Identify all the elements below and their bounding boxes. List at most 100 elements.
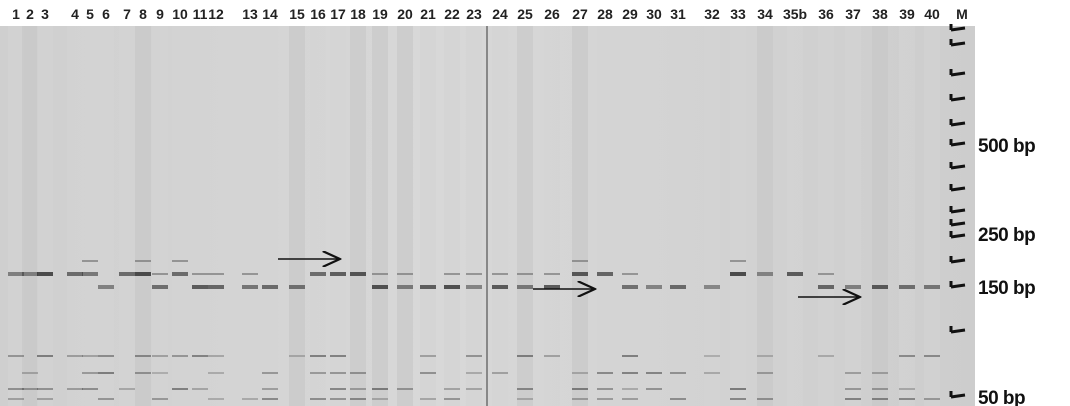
- lane-label: 29: [622, 6, 638, 22]
- band: [372, 388, 388, 390]
- band: [466, 285, 482, 289]
- lane: [82, 26, 98, 406]
- marker-label: 50 bp: [978, 388, 1025, 406]
- band: [135, 272, 151, 276]
- band: [172, 272, 188, 276]
- band: [572, 272, 588, 276]
- band: [82, 272, 98, 276]
- band: [845, 372, 861, 374]
- marker-label: 500 bp: [978, 136, 1035, 157]
- band: [397, 285, 413, 289]
- band: [492, 273, 508, 275]
- band: [872, 372, 888, 374]
- lane: [135, 26, 151, 406]
- lane-label: 13: [242, 6, 258, 22]
- lane-label: 14: [262, 6, 278, 22]
- lane-label: 21: [420, 6, 436, 22]
- band: [924, 398, 940, 400]
- lane: [208, 26, 224, 406]
- band: [492, 372, 508, 374]
- band: [135, 355, 151, 357]
- lane-label: 2: [26, 6, 34, 22]
- band: [82, 355, 98, 357]
- lane-label: 7: [123, 6, 131, 22]
- band: [208, 398, 224, 400]
- band: [372, 273, 388, 275]
- lane: [67, 26, 83, 406]
- lane-label: 27: [572, 6, 588, 22]
- band: [119, 272, 135, 276]
- band: [208, 273, 224, 275]
- band: [172, 388, 188, 390]
- lane-label: 31: [670, 6, 686, 22]
- lane: [704, 26, 720, 406]
- band: [444, 388, 460, 390]
- lane-label: 4: [71, 6, 79, 22]
- lane: [397, 26, 413, 406]
- lane: [119, 26, 135, 406]
- lane-label: 28: [597, 6, 613, 22]
- lane-label: 30: [646, 6, 662, 22]
- band: [622, 355, 638, 357]
- band: [572, 398, 588, 400]
- band: [757, 272, 773, 276]
- band: [757, 355, 773, 357]
- band: [208, 372, 224, 374]
- lane: [787, 26, 803, 406]
- band: [135, 260, 151, 262]
- lane: [466, 26, 482, 406]
- band: [730, 398, 746, 400]
- lane: [757, 26, 773, 406]
- band: [98, 285, 114, 289]
- lane-label: 6: [102, 6, 110, 22]
- band: [466, 388, 482, 390]
- band: [8, 272, 24, 276]
- band: [310, 272, 326, 276]
- band: [670, 372, 686, 374]
- band: [242, 273, 258, 275]
- lane-label: M: [956, 6, 968, 22]
- lane: [37, 26, 53, 406]
- band: [420, 285, 436, 289]
- band: [330, 355, 346, 357]
- band: [466, 372, 482, 374]
- lane: [172, 26, 188, 406]
- band: [262, 372, 278, 374]
- band: [330, 272, 346, 276]
- lane-label: 16: [310, 6, 326, 22]
- band: [622, 372, 638, 374]
- lane: [730, 26, 746, 406]
- band: [872, 285, 888, 289]
- lane: [444, 26, 460, 406]
- band: [397, 388, 413, 390]
- band: [899, 398, 915, 400]
- lane: [242, 26, 258, 406]
- lane: [22, 26, 38, 406]
- band: [37, 355, 53, 357]
- band: [924, 285, 940, 289]
- band: [818, 285, 834, 289]
- band: [420, 398, 436, 400]
- band: [845, 285, 861, 289]
- band: [517, 388, 533, 390]
- band: [98, 372, 114, 374]
- band: [444, 398, 460, 400]
- band: [704, 355, 720, 357]
- band: [872, 388, 888, 390]
- band: [119, 388, 135, 390]
- band: [152, 355, 168, 357]
- band: [730, 272, 746, 276]
- band: [330, 398, 346, 400]
- band: [818, 273, 834, 275]
- lane-label: 20: [397, 6, 413, 22]
- band: [82, 260, 98, 262]
- lane: [517, 26, 533, 406]
- lane-label: 5: [86, 6, 94, 22]
- band: [924, 355, 940, 357]
- band: [899, 355, 915, 357]
- band: [330, 372, 346, 374]
- band: [152, 285, 168, 289]
- band: [420, 372, 436, 374]
- band: [135, 372, 151, 374]
- band: [262, 388, 278, 390]
